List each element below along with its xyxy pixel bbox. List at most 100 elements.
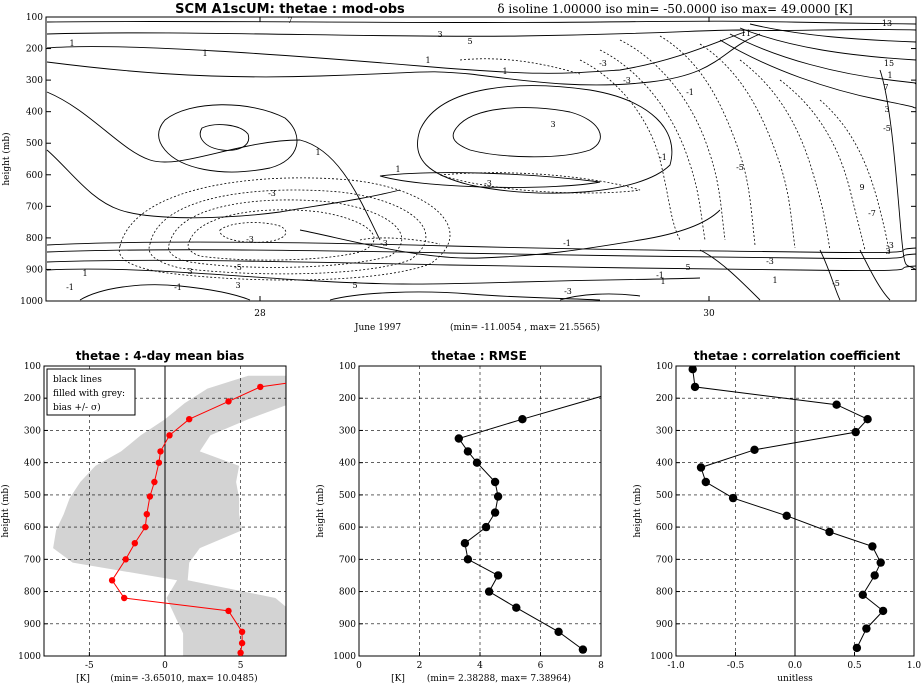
x-tick-label: 0.5 bbox=[847, 661, 862, 671]
contour-label: -5 bbox=[832, 279, 840, 288]
data-point bbox=[554, 627, 563, 636]
data-point bbox=[728, 493, 738, 503]
contour-label: 1 bbox=[425, 56, 430, 65]
top-x-ticks: 28 30 bbox=[254, 17, 715, 319]
top-y-tick-label: 400 bbox=[26, 108, 43, 118]
data-point bbox=[225, 607, 232, 615]
contour-label: -1 bbox=[563, 239, 571, 248]
data-point bbox=[696, 463, 706, 472]
data-point bbox=[851, 427, 860, 437]
contour-label: -5 bbox=[883, 124, 891, 133]
data-point bbox=[146, 493, 154, 500]
contour-label: 1 bbox=[887, 71, 892, 80]
data-point bbox=[186, 416, 193, 423]
legend-line: black lines bbox=[53, 375, 102, 385]
contour-label: 1 bbox=[660, 277, 665, 286]
series-line bbox=[692, 369, 884, 649]
y-axis-label: height (mb) bbox=[315, 484, 326, 537]
bias-sigma-band bbox=[53, 375, 286, 656]
top-x-tick-label: 28 bbox=[254, 309, 266, 319]
top-y-tick-label: 100 bbox=[26, 13, 43, 23]
data-point bbox=[750, 445, 759, 454]
data-point bbox=[238, 639, 246, 647]
contour-label: -1 bbox=[66, 283, 74, 292]
legend-box bbox=[46, 368, 136, 416]
contour-label: -3 bbox=[246, 235, 254, 244]
contour-label: 1 bbox=[202, 49, 207, 58]
contour-label: 3 bbox=[884, 105, 889, 114]
y-tick-label: 300 bbox=[24, 426, 41, 436]
data-point bbox=[481, 522, 491, 532]
data-point bbox=[142, 523, 149, 531]
y-axis-label: height (mb) bbox=[632, 484, 643, 537]
data-point bbox=[166, 432, 173, 439]
data-point bbox=[108, 577, 116, 584]
y-tick-label: 300 bbox=[339, 426, 356, 436]
data-point bbox=[690, 382, 700, 392]
contour-label: 5 bbox=[352, 281, 357, 290]
x-tick-label: 0 bbox=[356, 661, 362, 671]
y-tick-label: 600 bbox=[339, 523, 356, 533]
contour-label: 5 bbox=[467, 37, 472, 46]
series-group bbox=[688, 366, 888, 653]
contour-lines bbox=[46, 20, 916, 301]
contour-label: -7 bbox=[868, 209, 876, 218]
y-tick-label: 800 bbox=[656, 588, 673, 598]
y-tick-label: 1000 bbox=[18, 652, 41, 662]
rmse-panel: thetae : RMSE 100 200 300 400 500 600 700 800 900… bbox=[315, 349, 604, 684]
y-tick-label: 200 bbox=[339, 394, 356, 404]
contour-label: 3 bbox=[550, 120, 555, 129]
y-tick-label: 500 bbox=[656, 491, 673, 501]
data-point bbox=[876, 558, 885, 567]
contour-lines-negative bbox=[118, 35, 891, 281]
data-point bbox=[131, 540, 138, 547]
contour-label: -3 bbox=[380, 239, 388, 248]
data-point bbox=[490, 477, 500, 487]
data-point bbox=[463, 447, 473, 456]
y-tick-label: 700 bbox=[24, 555, 41, 565]
data-point bbox=[151, 478, 158, 486]
top-y-tick-label: 800 bbox=[26, 234, 43, 244]
data-point bbox=[852, 643, 862, 653]
contour-label: 3 bbox=[437, 30, 442, 39]
top-x-tick-label: 30 bbox=[703, 309, 715, 319]
panel-title: thetae : correlation coefficient bbox=[694, 349, 901, 363]
y-axis-label: height (mb) bbox=[0, 484, 11, 537]
data-point bbox=[870, 571, 879, 580]
data-point bbox=[863, 415, 872, 424]
y-tick-label: 500 bbox=[339, 491, 356, 501]
data-point bbox=[122, 556, 129, 563]
bias-panel: thetae : 4-day mean bias 100 200 300 400 500 6… bbox=[0, 349, 287, 684]
contour-label: -3 bbox=[886, 241, 894, 250]
data-point bbox=[493, 571, 503, 580]
data-point bbox=[157, 448, 164, 455]
contour-label: 3 bbox=[187, 267, 192, 276]
data-point bbox=[868, 542, 877, 551]
top-y-ticks: 100 200 300 400 500 600 700 800 900 1000 bbox=[20, 13, 916, 307]
contour-label: 9 bbox=[859, 183, 864, 192]
contour-label: 1 bbox=[82, 269, 87, 278]
contour-label: 1 bbox=[502, 67, 507, 76]
contour-label: 5 bbox=[685, 263, 690, 272]
data-point bbox=[490, 508, 500, 517]
series-group bbox=[108, 382, 286, 656]
contour-label: -5 bbox=[736, 163, 744, 172]
y-tick-label: 400 bbox=[339, 459, 356, 469]
data-point bbox=[858, 590, 867, 599]
top-y-tick-label: 1000 bbox=[20, 297, 43, 307]
contour-label: 7 bbox=[287, 16, 292, 25]
top-contour-labels: 7 1 1 3 5 1 1 -3 -3 -1 -1 1 1 3 -3 -3 -3… bbox=[66, 16, 894, 296]
y-tick-label: 600 bbox=[24, 523, 41, 533]
data-point bbox=[463, 555, 473, 564]
y-tick-label: 600 bbox=[656, 523, 673, 533]
y-tick-label: 700 bbox=[656, 555, 673, 565]
legend: black lines filled with grey: bias +/- σ) bbox=[46, 368, 136, 416]
contour-label: 7 bbox=[883, 83, 888, 92]
series-group bbox=[454, 395, 601, 654]
y-tick-label: 400 bbox=[656, 459, 673, 469]
top-y-tick-label: 200 bbox=[26, 45, 43, 55]
data-point bbox=[257, 383, 264, 391]
y-tick-label: 1000 bbox=[650, 652, 673, 662]
data-point bbox=[484, 587, 494, 596]
